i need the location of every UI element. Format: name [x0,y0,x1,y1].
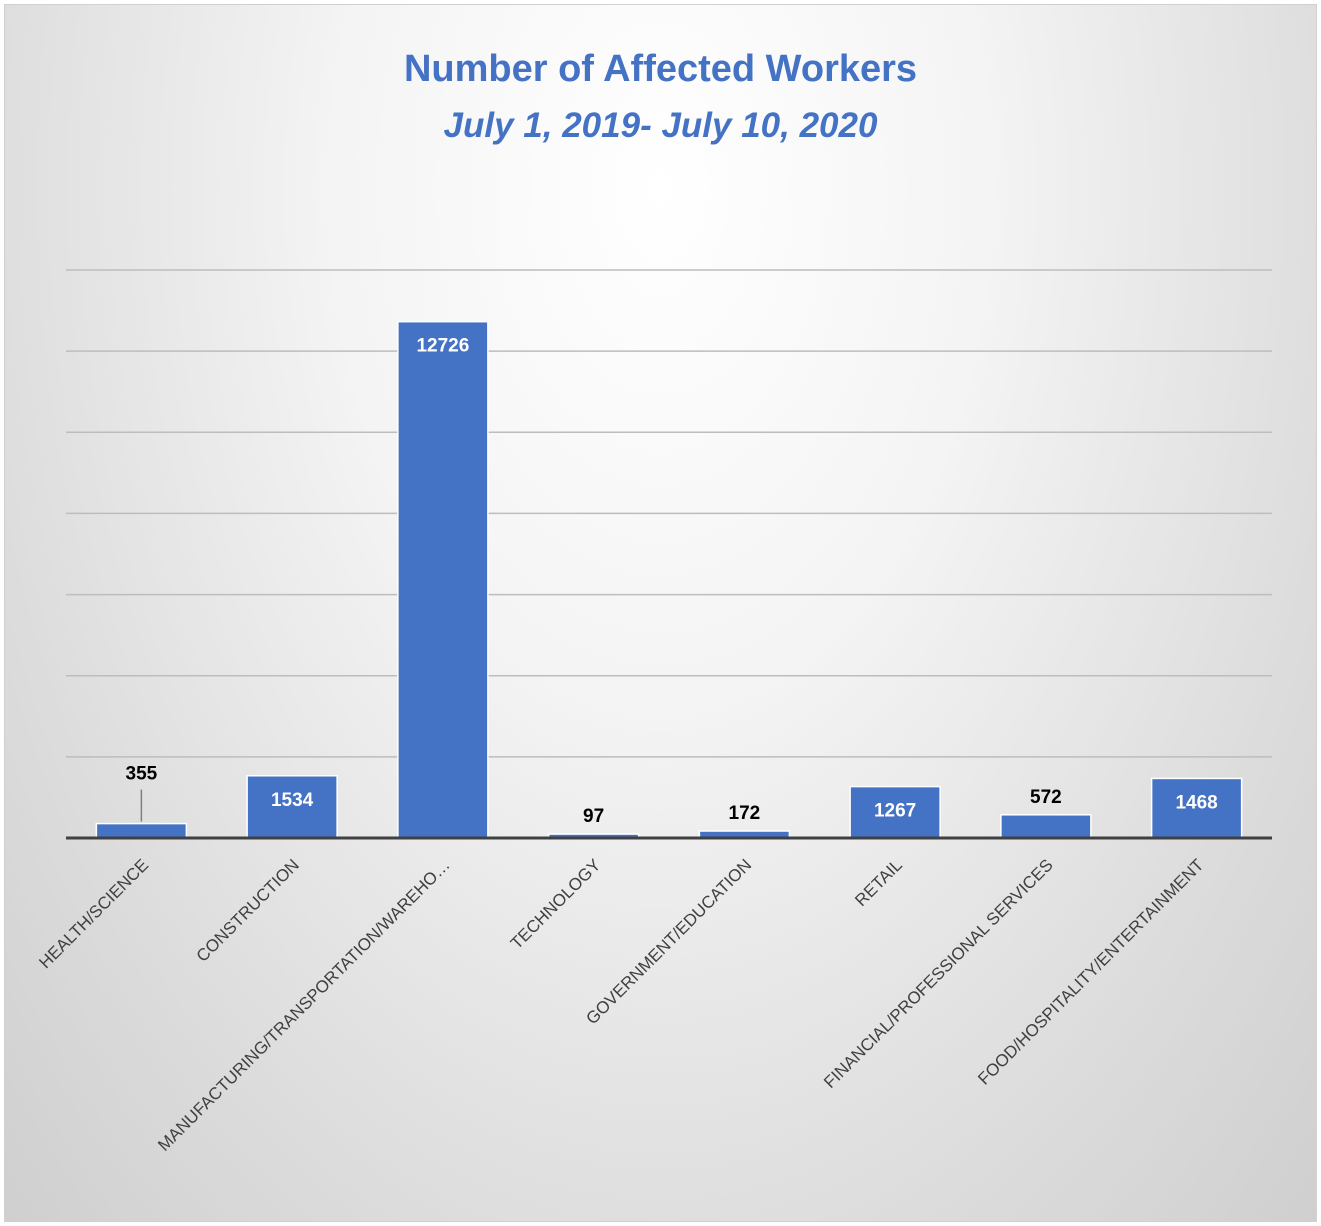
data-label: 572 [1030,787,1062,808]
bar [95,822,188,839]
category-tick-label: RETAIL [851,855,906,910]
category-tick-label: FINANCIAL/PROFESSIONAL SERVICES [820,855,1057,1092]
data-label: 1468 [1175,792,1217,813]
category-tick-label: HEALTH/SCIENCE [35,855,152,972]
chart-title: Number of Affected Workers [403,48,918,90]
data-label: 1534 [271,790,314,811]
bar [397,320,489,839]
bar [849,785,941,839]
bars [95,320,1243,839]
data-label: 172 [729,803,761,824]
category-tick-label: TECHNOLOGY [507,855,605,953]
data-label: 12726 [416,336,469,357]
chart-frame [4,4,1317,1222]
bar [1000,814,1092,839]
category-tick-label: GOVERNMENT/EDUCATION [582,855,755,1028]
data-label: 97 [583,806,604,827]
category-tick-label: CONSTRUCTION [193,855,303,965]
gridlines [66,269,1272,758]
data-label: 355 [126,764,158,785]
category-tick-labels: HEALTH/SCIENCE CONSTRUCTIONMANUFACTURING/… [35,855,1207,1154]
chart-subtitle: July 1, 2019- July 10, 2020 [443,106,878,145]
data-labels: 355 1534 12726 97 172 1267 572 1468 [126,336,1218,827]
category-tick-label: MANUFACTURING/TRANSPORTATION/WAREHO… [154,855,453,1154]
data-label: 1267 [874,801,916,822]
